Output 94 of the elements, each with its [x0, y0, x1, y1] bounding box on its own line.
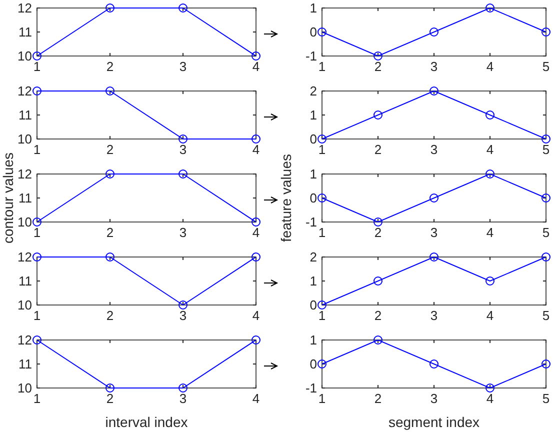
- x-tick-label: 3: [430, 391, 438, 406]
- y-tick-label: -1: [305, 48, 317, 64]
- y-tick-label: 0: [310, 298, 317, 313]
- x-tick-label: 4: [486, 225, 494, 240]
- x-tick-label: 2: [106, 225, 114, 240]
- y-tick-label: 11: [18, 108, 32, 123]
- x-tick-label: 5: [542, 391, 550, 406]
- point: [542, 252, 550, 262]
- y-tick-label: 1: [310, 332, 317, 348]
- x-tick-label: 3: [179, 225, 187, 240]
- x-tick-label: 4: [252, 225, 260, 240]
- x-tick-label: 4: [486, 142, 494, 157]
- x-tick-label: 3: [430, 142, 438, 157]
- x-tick-label: 3: [179, 59, 187, 74]
- y-tick-label: 10: [18, 298, 32, 313]
- point: [486, 170, 494, 178]
- point: [542, 194, 550, 202]
- x-axis-title: interval index: [105, 414, 188, 430]
- x-tick-label: 4: [252, 391, 260, 406]
- y-tick-label: 0: [310, 24, 317, 40]
- point: [318, 194, 326, 202]
- y-tick-label: 0: [310, 190, 317, 206]
- point: [318, 134, 326, 144]
- x-tick-label: 3: [179, 391, 187, 406]
- x-tick-label: 2: [374, 59, 382, 74]
- y-axis-title: feature values: [278, 154, 294, 242]
- x-tick-label: 2: [106, 308, 114, 323]
- y-tick-label: 0: [310, 132, 317, 147]
- x-tick-label: 2: [374, 391, 382, 406]
- y-tick-label: 12: [18, 166, 32, 182]
- x-tick-label: 4: [486, 59, 494, 74]
- point: [374, 52, 382, 60]
- y-tick-label: 1: [310, 274, 317, 289]
- y-tick-label: 12: [18, 250, 32, 265]
- point: [374, 276, 382, 286]
- x-tick-label: 4: [252, 142, 260, 157]
- point: [430, 28, 438, 36]
- x-tick-label: 5: [542, 142, 550, 157]
- point: [318, 300, 326, 310]
- y-tick-label: 10: [18, 48, 32, 64]
- y-tick-label: 1: [310, 108, 317, 123]
- point: [318, 28, 326, 36]
- point: [430, 194, 438, 202]
- y-axis-title: contour values: [0, 152, 16, 244]
- x-tick-label: 5: [542, 308, 550, 323]
- y-tick-label: -1: [305, 380, 317, 396]
- x-tick-label: 3: [179, 142, 187, 157]
- y-tick-label: 10: [18, 132, 32, 147]
- x-tick-label: 2: [374, 308, 382, 323]
- point: [486, 276, 494, 286]
- x-tick-label: 4: [252, 308, 260, 323]
- y-tick-label: 10: [18, 214, 32, 230]
- y-tick-label: 2: [310, 84, 317, 99]
- x-tick-label: 2: [374, 142, 382, 157]
- x-tick-label: 3: [430, 308, 438, 323]
- point: [542, 360, 550, 368]
- x-tick-label: 5: [542, 225, 550, 240]
- y-tick-label: 1: [310, 0, 317, 16]
- x-axis-title: segment index: [388, 414, 480, 430]
- y-tick-label: 10: [18, 380, 32, 396]
- y-tick-label: 11: [18, 356, 32, 372]
- x-tick-label: 3: [179, 308, 187, 323]
- point: [486, 384, 494, 392]
- y-tick-label: 0: [310, 356, 317, 372]
- x-tick-label: 2: [106, 142, 114, 157]
- x-tick-label: 2: [374, 225, 382, 240]
- y-tick-label: 12: [18, 332, 32, 348]
- point: [430, 86, 438, 96]
- x-tick-label: 3: [430, 59, 438, 74]
- point: [374, 218, 382, 226]
- y-tick-label: 11: [18, 274, 32, 289]
- point: [318, 360, 326, 368]
- y-tick-label: 11: [18, 190, 32, 206]
- point: [374, 336, 382, 344]
- y-tick-label: 12: [18, 84, 32, 99]
- x-tick-label: 4: [486, 308, 494, 323]
- x-tick-label: 2: [106, 59, 114, 74]
- point: [542, 134, 550, 144]
- x-tick-label: 4: [486, 391, 494, 406]
- y-tick-label: 2: [310, 250, 317, 265]
- x-tick-label: 2: [106, 391, 114, 406]
- point: [486, 4, 494, 12]
- point: [430, 360, 438, 368]
- y-tick-label: 1: [310, 166, 317, 182]
- y-tick-label: 12: [18, 0, 32, 16]
- point: [486, 110, 494, 120]
- point: [542, 28, 550, 36]
- y-tick-label: 11: [18, 24, 32, 40]
- x-tick-label: 5: [542, 59, 550, 74]
- y-tick-label: -1: [305, 214, 317, 230]
- point: [374, 110, 382, 120]
- point: [430, 252, 438, 262]
- x-tick-label: 3: [430, 225, 438, 240]
- x-tick-label: 4: [252, 59, 260, 74]
